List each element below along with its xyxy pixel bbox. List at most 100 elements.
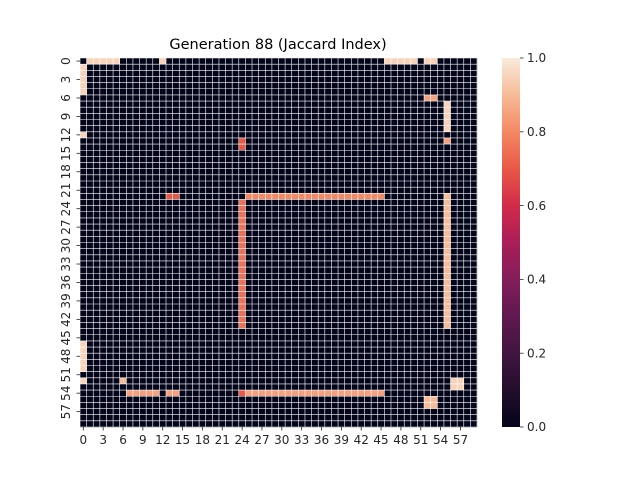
heatmap-cell (410, 119, 418, 126)
heatmap-cell (457, 279, 465, 286)
heatmap-cell (410, 242, 418, 249)
heatmap-cell (384, 58, 392, 65)
heatmap-cell (271, 291, 279, 299)
heatmap-cell (205, 359, 213, 366)
heatmap-cell (199, 113, 207, 120)
heatmap-cell (166, 297, 173, 305)
heatmap-cell (450, 285, 458, 292)
heatmap-cell (437, 101, 445, 108)
heatmap-cell (351, 408, 359, 415)
heatmap-cell (357, 291, 365, 299)
heatmap-cell (126, 82, 134, 90)
heatmap-cell (344, 402, 352, 409)
heatmap-cell (212, 137, 220, 145)
heatmap-cell (218, 144, 226, 151)
heatmap-cell (404, 347, 412, 354)
heatmap-cell (93, 137, 101, 145)
heatmap-cell (390, 101, 398, 108)
heatmap-cell (404, 390, 412, 397)
heatmap-cell (205, 242, 213, 249)
heatmap-cell (99, 310, 107, 317)
heatmap-cell (185, 119, 193, 126)
heatmap-cell (192, 297, 200, 305)
heatmap-cell (99, 137, 107, 145)
heatmap-cell (298, 371, 306, 379)
heatmap-cell (377, 328, 385, 336)
heatmap-cell (443, 76, 451, 83)
heatmap-cell (232, 316, 240, 323)
heatmap-cell (99, 82, 107, 90)
heatmap-cell (377, 58, 385, 65)
heatmap-cell (99, 150, 107, 157)
heatmap-cell (278, 94, 286, 102)
heatmap-cell (450, 224, 458, 231)
heatmap-cell (351, 205, 359, 213)
heatmap-cell (185, 334, 193, 342)
heatmap-cell (86, 168, 94, 176)
heatmap-cell (179, 174, 187, 182)
heatmap-cell (344, 162, 352, 169)
heatmap-cell (106, 359, 114, 366)
heatmap-cell (252, 316, 259, 323)
heatmap-cell (278, 193, 286, 200)
heatmap-cell (132, 297, 140, 305)
heatmap-cell (185, 181, 193, 188)
heatmap-cell (232, 217, 240, 225)
heatmap-cell (199, 70, 207, 77)
heatmap-cell (404, 230, 412, 237)
heatmap-cell (404, 131, 412, 139)
heatmap-cell (278, 414, 286, 422)
heatmap-cell (271, 150, 279, 157)
heatmap-cell (166, 113, 173, 120)
heatmap-cell (278, 236, 286, 243)
heatmap-cell (238, 162, 246, 169)
heatmap-cell (152, 205, 160, 213)
heatmap-cell (199, 248, 207, 256)
heatmap-cell (238, 193, 246, 200)
heatmap-cell (80, 199, 87, 206)
heatmap-cell (298, 304, 306, 311)
heatmap-cell (457, 310, 465, 317)
heatmap-cell (225, 408, 233, 415)
heatmap-cell (384, 279, 392, 286)
heatmap-cell (212, 168, 220, 176)
heatmap-cell (119, 58, 127, 65)
heatmap-cell (166, 70, 173, 77)
heatmap-cell (218, 101, 226, 108)
heatmap-cell (291, 113, 299, 120)
heatmap-cell (172, 383, 180, 391)
heatmap-cell (86, 150, 94, 157)
heatmap-cell (80, 162, 87, 169)
x-tick-label: 57 (453, 433, 468, 447)
heatmap-cell (397, 279, 405, 286)
heatmap-cell (179, 131, 187, 139)
heatmap-cell (338, 377, 345, 385)
y-tick-label: 42 (59, 312, 73, 327)
heatmap-cell (93, 181, 101, 188)
heatmap-cell (166, 162, 173, 169)
heatmap-cell (119, 334, 127, 342)
heatmap-cell (152, 88, 160, 96)
heatmap-cell (338, 125, 345, 133)
heatmap-cell (318, 119, 326, 126)
y-tick-label: 27 (59, 219, 73, 234)
heatmap-cell (139, 144, 147, 151)
heatmap-cell (404, 297, 412, 305)
heatmap-cell (86, 82, 94, 90)
heatmap-cell (159, 383, 167, 391)
heatmap-cell (437, 371, 445, 379)
heatmap-cell (225, 353, 233, 360)
heatmap-cell (139, 94, 147, 102)
heatmap-cell (371, 353, 379, 360)
heatmap-cell (245, 390, 253, 397)
heatmap-cell (258, 236, 266, 243)
heatmap-cell (132, 267, 140, 274)
heatmap-cell (470, 273, 478, 280)
heatmap-cell (205, 58, 213, 65)
heatmap-cell (99, 359, 107, 366)
heatmap-cell (225, 371, 233, 379)
heatmap-cell (291, 137, 299, 145)
heatmap-cell (470, 156, 478, 163)
heatmap-cell (205, 408, 213, 415)
heatmap-cell (357, 310, 365, 317)
